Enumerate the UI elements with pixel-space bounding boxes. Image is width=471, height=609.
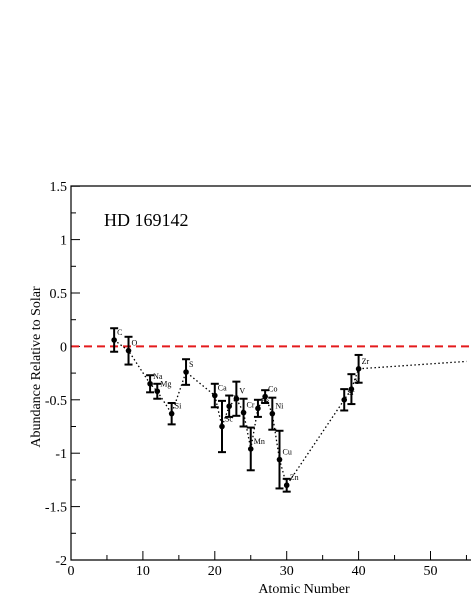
y-axis-label: Abundance Relative to Solar — [29, 286, 44, 448]
element-label-c: C — [117, 328, 122, 337]
element-label-fe: Fe — [261, 396, 269, 405]
x-tick-label: 40 — [352, 564, 366, 579]
element-label-ca: Ca — [218, 384, 227, 393]
data-point-y — [348, 386, 355, 392]
data-point-v — [233, 395, 240, 402]
element-label-v: V — [239, 387, 245, 396]
element-label-si: Si — [175, 402, 182, 411]
data-point-si — [168, 410, 175, 417]
element-label-sc: Sc — [225, 415, 233, 424]
data-point-ti — [226, 403, 232, 410]
tick-labels: 0 10 20 30 40 50 -2 -1.5 -1 -0.5 0 0.5 1 1.5 — [45, 180, 438, 579]
y-tick-label: -1.5 — [45, 501, 67, 516]
chart-title: HD 169142 — [104, 210, 189, 230]
element-label-sr: Sr — [347, 388, 354, 397]
element-label-zr: Zr — [362, 357, 370, 366]
element-label-cu: Cu — [283, 448, 292, 457]
x-axis-label: Atomic Number — [258, 582, 350, 597]
data-point-co — [262, 393, 268, 400]
data-point-sr — [341, 397, 348, 403]
data-points — [111, 337, 362, 489]
series-trend-line — [113, 339, 467, 487]
data-point-zr — [355, 366, 362, 372]
data-point-na — [147, 380, 153, 387]
data-point-fe — [255, 405, 261, 412]
x-tick-label: 20 — [208, 564, 222, 579]
element-label-co: Co — [268, 385, 277, 394]
data-point-cu — [276, 456, 283, 463]
data-point-c — [111, 337, 117, 343]
y-tick-label: -2 — [55, 554, 67, 569]
data-point-mg — [154, 388, 161, 395]
error-bars — [110, 327, 363, 493]
data-point-o — [125, 347, 132, 354]
data-point-s — [183, 369, 189, 375]
element-label-o: O — [132, 339, 138, 348]
data-point-ca — [212, 392, 218, 399]
element-label-mg: Mg — [160, 379, 171, 388]
x-tick-label: 10 — [136, 564, 150, 579]
x-tick-label: 30 — [280, 564, 294, 579]
data-point-cr — [240, 409, 247, 416]
y-tick-label: 0.5 — [50, 287, 68, 302]
y-tick-label: -1 — [55, 447, 67, 462]
element-label-mn: Mn — [254, 437, 265, 446]
y-tick-label: 1 — [60, 234, 67, 249]
data-point-ni — [269, 410, 276, 417]
data-point-zn — [283, 482, 290, 489]
y-tick-label: 0 — [60, 340, 67, 355]
x-tick-label: 50 — [424, 564, 438, 579]
element-label-zn: Zn — [290, 473, 299, 482]
data-point-mn — [247, 446, 254, 452]
element-label-cr: Cr — [247, 401, 255, 410]
data-point-sc — [219, 423, 225, 430]
axis-ticks — [70, 185, 467, 561]
element-label-s: S — [189, 360, 193, 369]
element-label-na: Na — [153, 372, 163, 381]
element-label-ni: Ni — [275, 402, 284, 411]
y-tick-label: -0.5 — [45, 394, 67, 409]
y-tick-label: 1.5 — [50, 180, 68, 195]
x-tick-label: 0 — [68, 564, 75, 579]
element-label-y: Y — [354, 377, 360, 386]
element-label-ti: Ti — [232, 394, 240, 403]
plot-frame — [70, 185, 471, 561]
